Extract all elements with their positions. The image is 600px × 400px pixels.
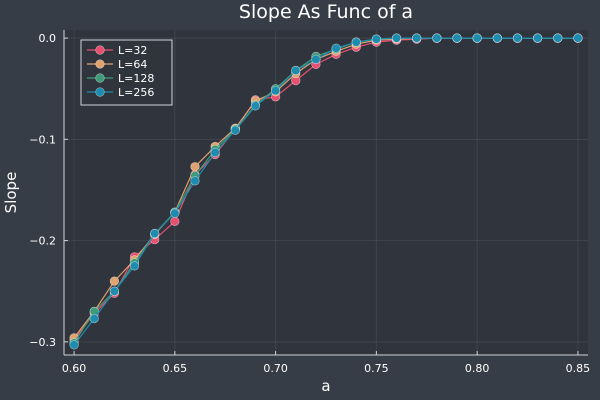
x-tick-label: 0.75 [364, 362, 389, 375]
data-point [371, 34, 381, 44]
data-point [573, 33, 583, 43]
y-tick-label: −0.2 [29, 235, 56, 248]
data-point [452, 33, 462, 43]
legend-marker [95, 45, 105, 55]
series-L=256 [69, 33, 583, 350]
data-point [250, 101, 261, 111]
data-point [170, 208, 180, 218]
x-tick-label: 0.60 [62, 362, 87, 375]
series-group [69, 33, 583, 350]
data-point [150, 228, 160, 239]
x-tick-label: 0.80 [465, 362, 490, 375]
data-point [291, 65, 301, 76]
data-point [109, 286, 119, 296]
legend-label: L=32 [118, 44, 147, 57]
y-axis-title: Slope [2, 172, 20, 214]
legend-marker [95, 87, 105, 97]
data-point [331, 43, 341, 53]
data-point [89, 313, 99, 324]
x-axis-title: a [321, 377, 330, 395]
data-point [391, 33, 402, 43]
data-point [69, 340, 79, 350]
y-tick-label: 0.0 [39, 32, 57, 45]
data-point [533, 33, 543, 43]
legend-marker [95, 73, 105, 83]
y-tick-label: −0.3 [29, 336, 56, 349]
data-point [492, 33, 502, 43]
data-point [351, 37, 361, 47]
x-tick-label: 0.85 [566, 362, 591, 375]
legend-label: L=64 [118, 58, 147, 71]
legend-marker [95, 59, 105, 69]
y-tick-label: −0.1 [29, 133, 56, 146]
legend-label: L=128 [118, 72, 154, 85]
chart-title: Slope As Func of a [239, 1, 413, 23]
data-point [170, 216, 180, 226]
data-point [311, 54, 321, 64]
x-tick-label: 0.70 [263, 362, 288, 375]
data-point [432, 33, 442, 43]
data-point [190, 162, 200, 172]
data-point [271, 86, 281, 96]
axes: 0.60 0.65 0.70 0.75 0.80 0.85 0.0 −0.1 −0.2 −0.3 [29, 30, 590, 375]
x-tick-label: 0.65 [163, 362, 188, 375]
legend-label: L=256 [118, 86, 154, 99]
data-point [230, 125, 240, 135]
data-point [109, 276, 119, 286]
data-point [512, 33, 523, 43]
data-point [553, 33, 563, 43]
data-point [412, 33, 422, 43]
data-point [129, 261, 140, 271]
data-point [472, 33, 482, 43]
data-point [210, 147, 220, 158]
data-point [190, 176, 200, 186]
